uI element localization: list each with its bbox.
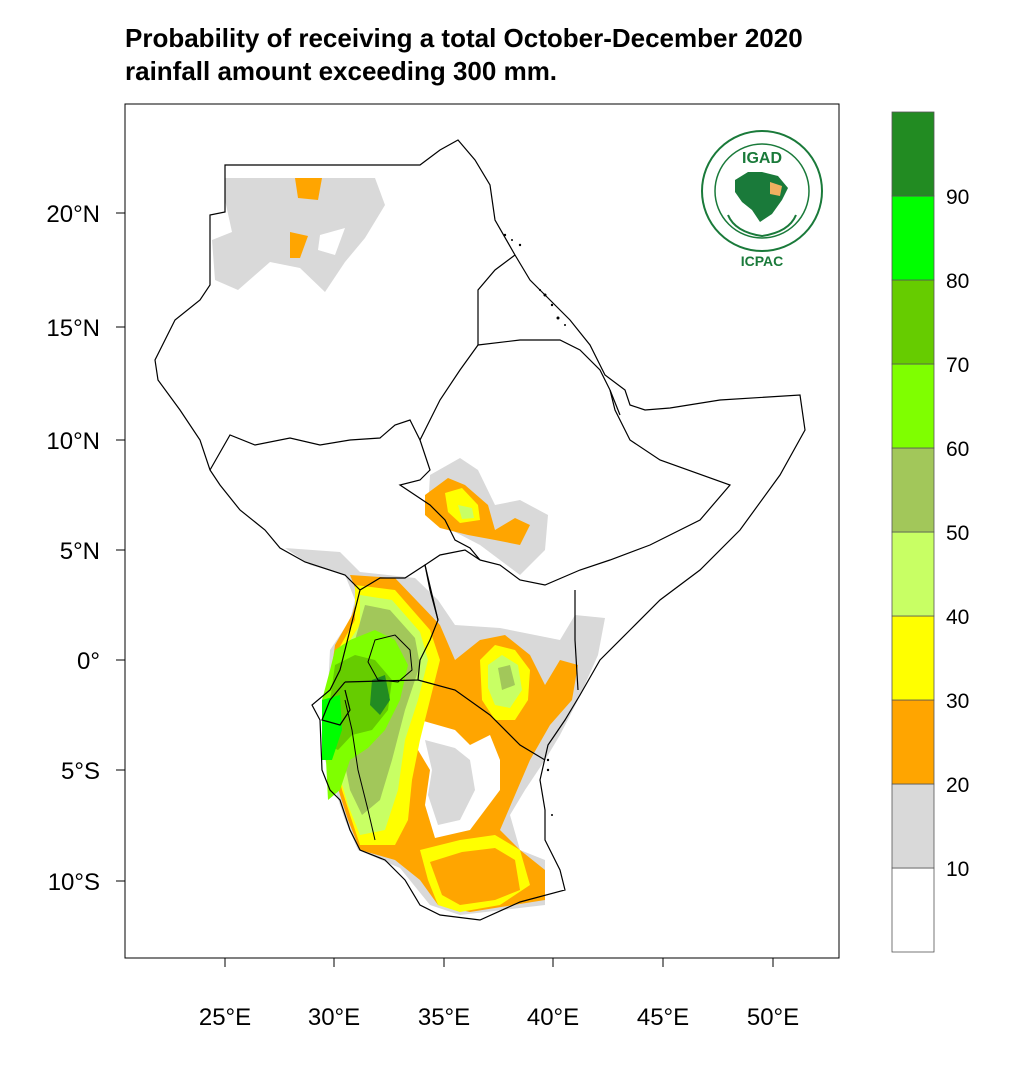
shade-lakes-brightgreen [322, 695, 342, 760]
map-content [154, 139, 806, 921]
lon-label-40e: 40°E [527, 1004, 579, 1031]
igad-region-icon [770, 182, 782, 196]
shade-lakes-darkgreen [370, 675, 390, 715]
colorbar-label: 70 [946, 354, 969, 377]
colorbar-swatch [891, 699, 935, 785]
map-title-line2: rainfall amount exceeding 300 mm. [125, 56, 558, 86]
lat-label-15n: 15°N [46, 315, 100, 342]
igad-logo: IGAD ICPAC [701, 130, 823, 269]
border-kenya-north [424, 549, 481, 621]
lat-label-10n: 10°N [46, 428, 100, 455]
probability-shading [212, 178, 605, 915]
shade-north-sudan-orange1 [295, 178, 322, 200]
colorbar-label: 30 [946, 690, 969, 713]
lon-label-25e: 25°E [199, 1004, 251, 1031]
lon-label-35e: 35°E [418, 1004, 470, 1031]
colorbar-label: 50 [946, 522, 969, 545]
shade-north-sudan-gap [318, 228, 345, 255]
border-tanzania-kenya [417, 679, 546, 761]
colorbar-label: 60 [946, 438, 969, 461]
map-title: Probability of receiving a total October… [125, 22, 803, 88]
colorbar-swatch [891, 447, 935, 533]
colorbar-swatch [891, 615, 935, 701]
colorbar-swatch [891, 195, 935, 281]
colorbar-label: 80 [946, 270, 969, 293]
shade-kenya-midgreen [498, 665, 515, 690]
laurel-icon [727, 214, 797, 238]
colorbar-swatch [891, 867, 935, 953]
red-sea-islands [503, 233, 566, 816]
border-sudan-southsudan [209, 344, 479, 471]
lon-axis: 25°E 30°E 35°E 40°E 45°E 50°E [199, 958, 799, 1031]
colorbar-swatch [891, 111, 935, 197]
lon-label-50e: 50°E [747, 1004, 799, 1031]
colorbar-swatch [891, 363, 935, 449]
colorbar-swatch [891, 279, 935, 365]
colorbar-label: 10 [946, 858, 969, 881]
border-region-outline [154, 139, 806, 921]
border-kenya-somalia [574, 590, 579, 691]
country-borders [154, 139, 806, 921]
border-uganda [344, 564, 439, 683]
logo-center-name: ICPAC [741, 253, 784, 269]
lat-label-20n: 20°N [46, 201, 100, 228]
border-eritrea-ethiopia [477, 339, 611, 391]
lat-label-5n: 5°N [60, 538, 100, 565]
shade-south-tz-orange [430, 848, 520, 905]
border-ethiopia-somalia [479, 389, 732, 586]
border-rwanda-burundi [321, 681, 351, 726]
colorbar-label: 20 [946, 774, 969, 797]
lake-tanganyika [344, 699, 376, 841]
lat-axis: 20°N 15°N 10°N 5°N 0° 5°S 10°S [46, 201, 125, 896]
lake-victoria [367, 634, 413, 683]
colorbar-swatch [891, 531, 935, 617]
border-southsudan-ethiopia [398, 439, 481, 561]
lon-label-30e: 30°E [308, 1004, 360, 1031]
border-sudan-eritrea [477, 254, 516, 345]
colorbar-label: 90 [946, 186, 969, 209]
colorbar-label: 40 [946, 606, 969, 629]
border-djibouti [609, 389, 621, 416]
colorbar-swatch [891, 783, 935, 869]
logo-name: IGAD [742, 150, 782, 167]
lat-label-5s: 5°S [61, 758, 100, 785]
lat-label-0: 0° [77, 648, 100, 675]
colorbar: 10 20 30 40 50 60 70 80 90 [891, 111, 969, 953]
shade-ethiopia-lightgreen [458, 505, 474, 519]
lat-label-10s: 10°S [48, 869, 100, 896]
map-title-line1: Probability of receiving a total October… [125, 23, 803, 53]
lon-label-45e: 45°E [637, 1004, 689, 1031]
shade-north-sudan-orange2 [290, 232, 308, 258]
shade-tanzania-grey [425, 740, 475, 825]
lakes [344, 634, 413, 841]
